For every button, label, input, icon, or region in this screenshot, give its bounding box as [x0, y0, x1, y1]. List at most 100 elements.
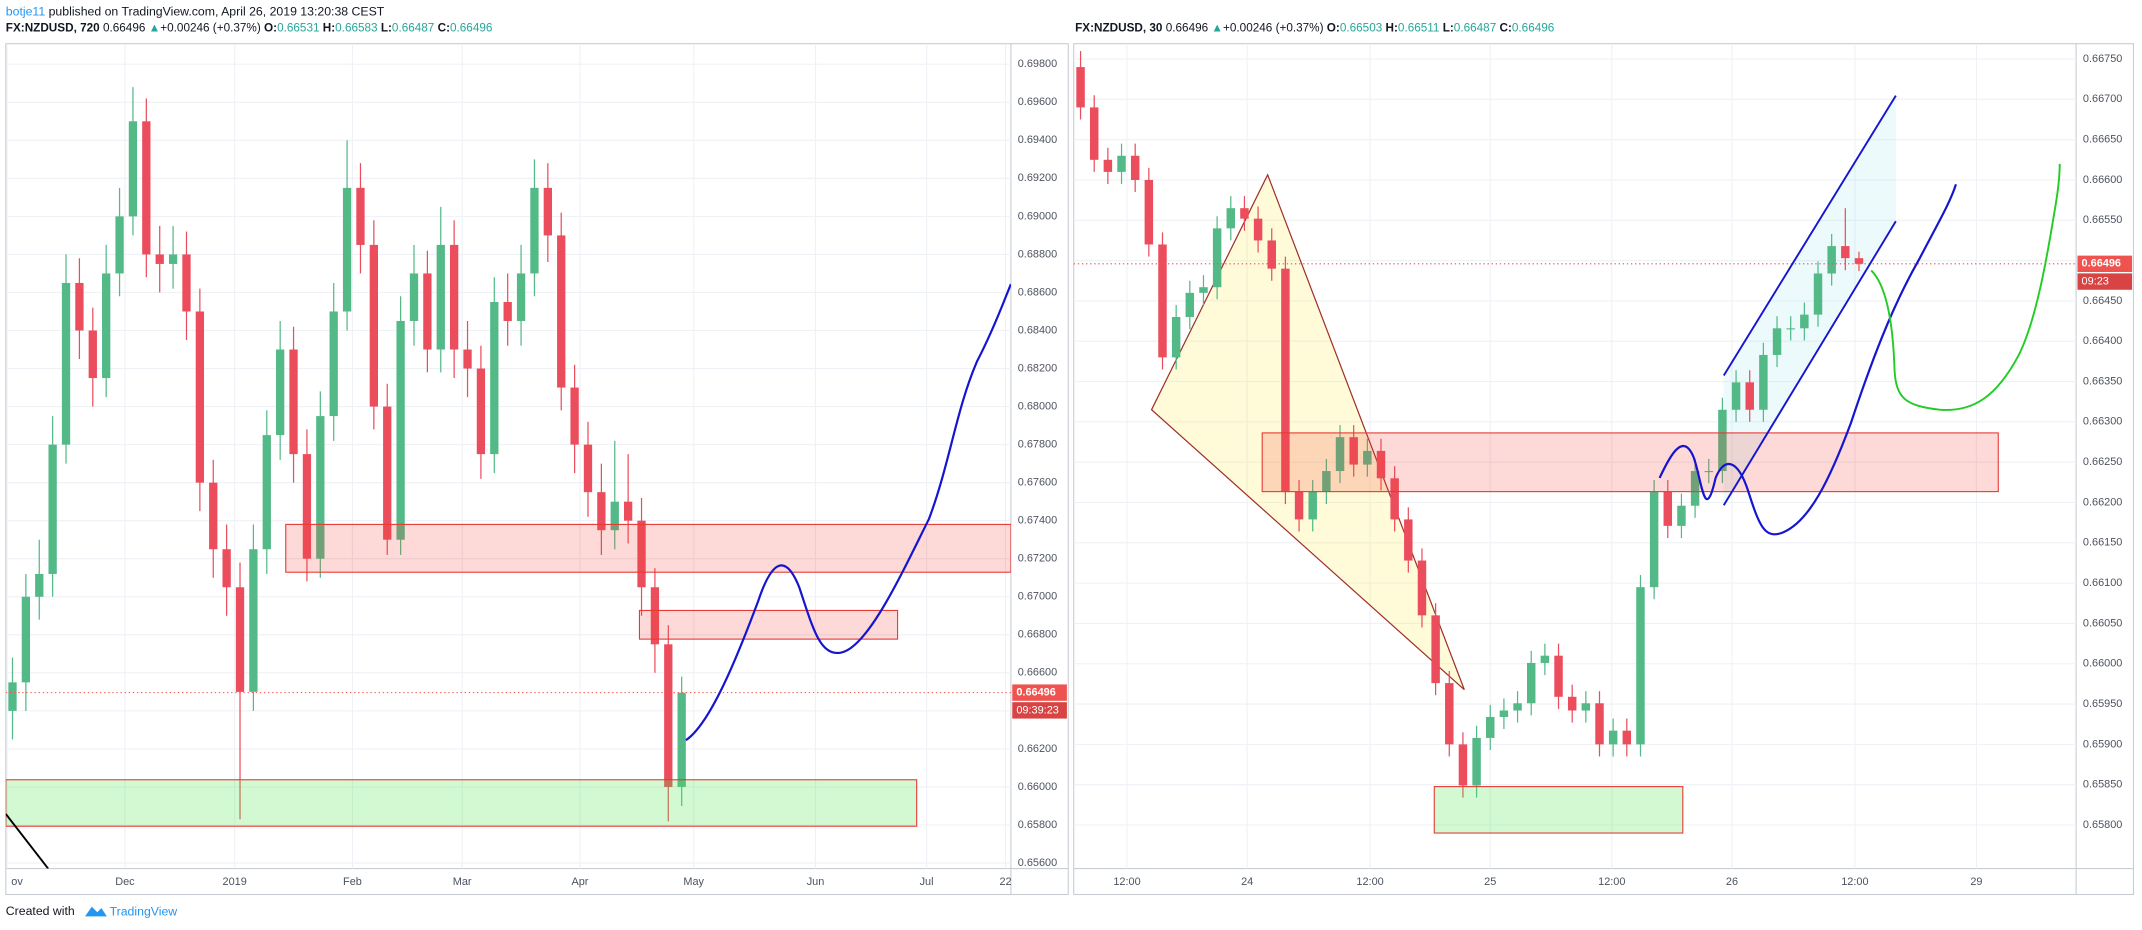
ohlc-value: 0.66511: [1398, 22, 1440, 35]
y-tick-label: 0.65900: [2083, 738, 2122, 750]
candle-body: [142, 121, 151, 255]
countdown-label: 09:23: [2082, 275, 2109, 287]
legend: FX:NZDUSD, 720 0.66496 ▲+0.00246 (+0.37%…: [6, 22, 493, 35]
candle-body: [102, 273, 111, 379]
candle-body: [1595, 703, 1604, 745]
candle-body: [1759, 354, 1768, 410]
candle-body: [1731, 382, 1741, 410]
candle-body: [155, 254, 164, 264]
y-tick-label: 0.66800: [1018, 629, 1057, 641]
projection-curve: [685, 283, 1011, 742]
y-tick-label: 0.66200: [1018, 743, 1057, 755]
candle-body: [1212, 228, 1222, 288]
brand[interactable]: TradingView: [110, 904, 178, 918]
price-tag: [1012, 684, 1067, 701]
candle-body: [637, 520, 646, 588]
candle-body: [1704, 471, 1713, 473]
ohlc-value: 0.66496: [450, 22, 493, 35]
candle-body: [182, 254, 191, 312]
candles: [5, 87, 1011, 822]
drawings: [1261, 95, 2061, 834]
candle-body: [195, 311, 205, 483]
ohlc-label: O:: [1327, 22, 1340, 35]
candle-body: [664, 644, 673, 787]
candle-body: [1513, 703, 1522, 711]
y-tick-label: 0.68800: [1018, 248, 1057, 260]
x-tick-label: 12:00: [1841, 876, 1868, 888]
y-tick-label: 0.66650: [2083, 134, 2122, 146]
candle-body: [88, 330, 97, 379]
y-tick-label: 0.65600: [1018, 857, 1057, 869]
candle-body: [289, 349, 298, 455]
ohlc-label: O:: [264, 22, 277, 35]
x-tick-label: Feb: [343, 876, 362, 888]
candle-body: [1363, 450, 1372, 465]
candle-body: [369, 244, 379, 407]
candle-body: [1663, 492, 1673, 526]
candle-body: [329, 311, 338, 417]
candle-body: [1827, 246, 1836, 274]
x-tick-label: 12:00: [1598, 876, 1625, 888]
candle-body: [249, 549, 258, 692]
candle-body: [262, 435, 271, 550]
candle-body: [1431, 615, 1440, 684]
candle-body: [557, 235, 566, 388]
candle-body: [128, 121, 138, 217]
candle-body: [1253, 218, 1263, 241]
candle-body: [1813, 273, 1823, 315]
y-tick-label: 0.66000: [1018, 781, 1057, 793]
y-tick-label: 0.66150: [2083, 537, 2122, 549]
y-tick-label: 0.68000: [1018, 400, 1057, 412]
y-tick-label: 0.66000: [2083, 658, 2122, 670]
candle-body: [1322, 471, 1331, 493]
y-tick-label: 0.67400: [1018, 515, 1057, 527]
candle-body: [436, 244, 445, 350]
publish-info: published on TradingView.com, April 26, …: [49, 5, 385, 19]
y-tick-label: 0.69600: [1018, 96, 1057, 108]
panel-frame: [1073, 43, 2135, 896]
ohlc-label: H:: [1386, 22, 1398, 35]
candle-body: [1185, 292, 1195, 318]
candle-body: [48, 444, 57, 574]
y-tick-label: 0.66250: [2083, 456, 2122, 468]
direction: ▲: [1211, 22, 1223, 35]
symbol: FX:NZDUSD, 720: [6, 22, 100, 35]
candle-body: [530, 187, 539, 274]
candle-body: [276, 349, 285, 436]
candle-body: [1226, 208, 1236, 229]
x-tick-label: Jun: [807, 876, 825, 888]
candle-body: [168, 254, 178, 264]
x-tick-label: Apr: [571, 876, 588, 888]
x-tick-label: 12:00: [1356, 876, 1383, 888]
candle-body: [222, 549, 231, 588]
candle-body: [409, 273, 419, 321]
y-tick-label: 0.65850: [2083, 779, 2122, 791]
footer: Created with: [6, 904, 75, 918]
ohlc-value: 0.66583: [335, 22, 378, 35]
change: +0.00246 (+0.37%): [1223, 22, 1324, 35]
ohlc-value: 0.66487: [392, 22, 434, 35]
resistance-zone: [285, 523, 1011, 573]
candle-body: [1281, 268, 1290, 493]
x-tick-label: May: [683, 876, 704, 888]
candle-body: [1608, 730, 1618, 745]
price-tag: [2077, 255, 2133, 273]
candle-body: [1854, 258, 1864, 264]
candle-body: [1745, 382, 1754, 410]
y-tick-label: 0.67000: [1018, 591, 1057, 603]
ohlc-label: C:: [1500, 22, 1512, 35]
candle-body: [1554, 655, 1563, 697]
candle-body: [1144, 179, 1154, 245]
projection-curve: [1658, 184, 1957, 536]
candle-body: [1335, 437, 1345, 472]
candle-body: [1308, 492, 1317, 520]
x-tick-label: 2019: [223, 876, 247, 888]
triangle-pattern: [1150, 173, 1465, 691]
panel-frame: [5, 43, 1069, 896]
candle-body: [623, 501, 633, 521]
ohlc-value: 0.66503: [1340, 22, 1383, 35]
y-tick-label: 0.66700: [2083, 93, 2122, 105]
candle-body: [1581, 703, 1591, 711]
